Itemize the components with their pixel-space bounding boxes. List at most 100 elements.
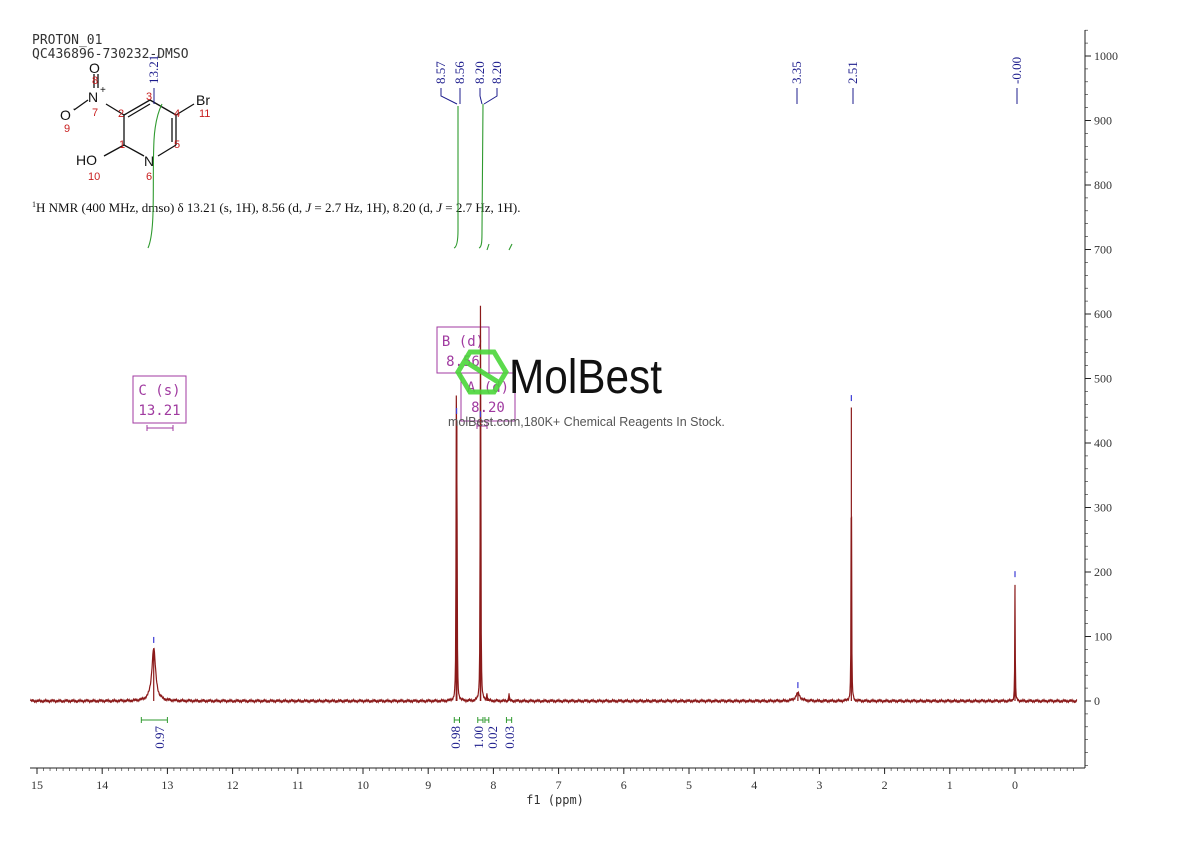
- y-tick-label: 600: [1094, 307, 1112, 321]
- x-tick-label: 9: [425, 778, 431, 792]
- x-tick-label: 11: [292, 778, 304, 792]
- integral-value: 1.00: [471, 726, 486, 749]
- atom-number-3: 3: [146, 91, 152, 103]
- y-tick-label: 0: [1094, 694, 1100, 708]
- x-axis-ticks: 15 14 13 12 11 10 9 8 7 6 5 4 3 2 1 0: [31, 768, 1074, 792]
- x-tick-label: 5: [686, 778, 692, 792]
- integral-bar: 1.00: [471, 717, 486, 749]
- peak-label: 8.20: [472, 61, 487, 84]
- integral-value: 0.03: [502, 726, 517, 749]
- atom-number-11: 11: [199, 108, 210, 120]
- x-tick-label: 14: [96, 778, 108, 792]
- peak-label: -0.00: [1009, 57, 1024, 84]
- hexagon-logo-icon: [455, 349, 509, 395]
- atom-number-8: 8: [92, 75, 98, 87]
- integral-bar: 0.98: [448, 717, 463, 749]
- x-tick-label: 8: [490, 778, 496, 792]
- atom-number-1: 1: [119, 139, 125, 151]
- peak-label-group: 8.57: [433, 61, 458, 105]
- peak-top-markers: [153, 395, 1016, 689]
- y-tick-label: 400: [1094, 436, 1112, 450]
- nmr-summary-j1: J: [305, 200, 312, 215]
- atom-n-nitro: N: [88, 89, 98, 105]
- experiment-name: PROTON_01: [32, 33, 102, 48]
- atom-charge-plus: +: [100, 85, 106, 96]
- peak-label-group: 8.56: [452, 61, 467, 104]
- x-tick-label: 13: [161, 778, 173, 792]
- atom-number-5: 5: [174, 139, 180, 151]
- y-tick-label: 300: [1094, 501, 1112, 515]
- multiplet-type: B (d): [442, 334, 484, 350]
- peak-label-group: 8.20: [483, 61, 504, 105]
- multiplet-type: C (s): [138, 383, 180, 399]
- atom-number-6: 6: [146, 171, 152, 183]
- chemical-structure: O N + O Br HO N - 8 7 9 3 2 4 11 1 5 10 …: [60, 60, 210, 183]
- y-tick-label: 700: [1094, 243, 1112, 257]
- nmr-summary-superscript: 1: [32, 200, 36, 209]
- y-tick-label: 500: [1094, 372, 1112, 386]
- x-tick-label: 10: [357, 778, 369, 792]
- sample-name: QC436896-730232-DMSO: [32, 47, 189, 62]
- integral-bars: 0.97 0.98 1.00 0.02 0.03: [140, 717, 517, 749]
- atom-number-4: 4: [174, 108, 180, 120]
- peak-label: 3.35: [789, 61, 804, 84]
- peak-label-group: -0.00: [1009, 57, 1024, 104]
- x-tick-label: 6: [621, 778, 627, 792]
- nmr-summary-j2: J: [436, 200, 443, 215]
- integral-bar: 0.97: [140, 717, 168, 749]
- multiplet-box: C (s) 13.21: [132, 375, 187, 431]
- peak-label-group: 3.35: [789, 61, 804, 104]
- multiplet-box-frame: [132, 375, 187, 424]
- peak-labels: 13.21 8.57 8.56 8.20 8.20 3.35 2.51 -0.00: [146, 55, 1024, 105]
- multiplet-shift: 13.21: [138, 403, 180, 419]
- peak-label-connector: [440, 88, 458, 105]
- multiplet-shift: 8.20: [471, 400, 505, 416]
- watermark-tagline: molBest.com,180K+ Chemical Reagents In S…: [448, 415, 725, 429]
- atom-number-7: 7: [92, 107, 98, 119]
- peak-label: 13.21: [146, 55, 161, 84]
- atom-ho: HO: [76, 152, 97, 168]
- nmr-summary-text: 1H NMR (400 MHz, dmso) δ 13.21 (s, 1H), …: [32, 200, 520, 215]
- integral-curves: [147, 103, 513, 251]
- atom-o-left: O: [60, 107, 71, 123]
- integral-curve: [508, 243, 513, 251]
- integral-bar: 0.02: [484, 717, 500, 749]
- nmr-summary-part-b: = 2.7 Hz, 1H), 8.20 (d,: [311, 200, 436, 215]
- peak-label-connector: [483, 88, 498, 105]
- integral-curve: [486, 243, 490, 251]
- integral-curve: [147, 103, 163, 249]
- x-tick-label: 3: [816, 778, 822, 792]
- x-tick-label: 2: [882, 778, 888, 792]
- atom-number-9: 9: [64, 123, 70, 135]
- x-tick-label: 12: [227, 778, 239, 792]
- y-tick-label: 200: [1094, 565, 1112, 579]
- integral-value: 0.97: [152, 726, 167, 749]
- atom-number-10: 10: [88, 171, 100, 183]
- peak-label: 8.56: [452, 61, 467, 84]
- peak-label-group: 13.21: [146, 55, 161, 104]
- peak-label-group: 2.51: [845, 61, 860, 104]
- y-tick-label: 100: [1094, 630, 1112, 644]
- x-axis-label: f1 (ppm): [526, 793, 584, 807]
- peak-label: 2.51: [845, 61, 860, 84]
- integral-value: 0.02: [485, 726, 500, 749]
- integral-curve: [453, 106, 459, 249]
- watermark-brand: MolBest: [509, 351, 662, 404]
- nmr-summary-part-c: = 2.7 Hz, 1H).: [442, 200, 520, 215]
- atom-o-top: O: [89, 60, 100, 76]
- x-tick-label: 0: [1012, 778, 1018, 792]
- y-tick-label: 1000: [1094, 49, 1118, 63]
- y-tick-label: 900: [1094, 114, 1112, 128]
- integral-value: 0.98: [448, 726, 463, 749]
- spectrum-trace: [29, 305, 1078, 704]
- atom-n-ring: N: [144, 153, 154, 169]
- atom-charge-minus: -: [73, 104, 76, 115]
- x-tick-label: 1: [947, 778, 953, 792]
- x-tick-label: 15: [31, 778, 43, 792]
- y-tick-label: 800: [1094, 178, 1112, 192]
- x-tick-label: 7: [556, 778, 562, 792]
- peak-label-connector: [479, 88, 483, 105]
- peak-label-group: 8.20: [472, 61, 487, 105]
